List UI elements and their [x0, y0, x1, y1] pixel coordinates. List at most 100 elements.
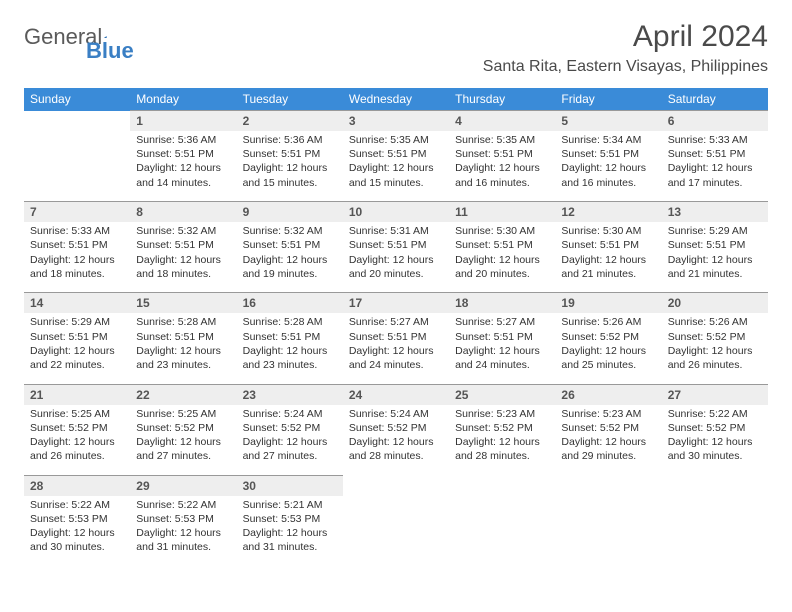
day-details-cell: Sunrise: 5:21 AMSunset: 5:53 PMDaylight:… [237, 496, 343, 563]
day-detail-line: Daylight: 12 hours [30, 253, 124, 267]
day-detail-line: and 18 minutes. [136, 267, 230, 281]
day-number-cell: 26 [555, 384, 661, 405]
day-detail-line: Sunrise: 5:29 AM [668, 224, 762, 238]
day-number-cell: 2 [237, 111, 343, 132]
day-detail-line: Daylight: 12 hours [349, 344, 443, 358]
day-detail-line: Sunset: 5:52 PM [30, 421, 124, 435]
day-detail-line: and 30 minutes. [30, 540, 124, 554]
day-details-cell [555, 496, 661, 563]
day-detail-line: and 14 minutes. [136, 176, 230, 190]
day-detail-line: Daylight: 12 hours [455, 344, 549, 358]
day-number-cell: 16 [237, 293, 343, 314]
day-number-cell: 25 [449, 384, 555, 405]
day-number-cell [555, 475, 661, 496]
day-detail-line: and 18 minutes. [30, 267, 124, 281]
day-details-cell: Sunrise: 5:27 AMSunset: 5:51 PMDaylight:… [343, 313, 449, 380]
day-detail-line: Daylight: 12 hours [668, 435, 762, 449]
day-number-cell [662, 475, 768, 496]
day-details-cell: Sunrise: 5:35 AMSunset: 5:51 PMDaylight:… [449, 131, 555, 198]
day-detail-line: Sunrise: 5:22 AM [30, 498, 124, 512]
day-detail-line: and 16 minutes. [455, 176, 549, 190]
day-details-cell: Sunrise: 5:29 AMSunset: 5:51 PMDaylight:… [662, 222, 768, 289]
day-detail-line: Sunset: 5:51 PM [243, 330, 337, 344]
day-number-row: 78910111213 [24, 202, 768, 223]
day-detail-line: Sunrise: 5:22 AM [136, 498, 230, 512]
calendar-table: Sunday Monday Tuesday Wednesday Thursday… [24, 88, 768, 562]
day-detail-line: Daylight: 12 hours [136, 253, 230, 267]
day-of-week-row: Sunday Monday Tuesday Wednesday Thursday… [24, 88, 768, 111]
day-details-cell: Sunrise: 5:30 AMSunset: 5:51 PMDaylight:… [555, 222, 661, 289]
day-details-cell: Sunrise: 5:30 AMSunset: 5:51 PMDaylight:… [449, 222, 555, 289]
day-detail-line: and 22 minutes. [30, 358, 124, 372]
day-details-cell: Sunrise: 5:33 AMSunset: 5:51 PMDaylight:… [24, 222, 130, 289]
day-detail-line: and 17 minutes. [668, 176, 762, 190]
day-details-cell: Sunrise: 5:22 AMSunset: 5:52 PMDaylight:… [662, 405, 768, 472]
day-detail-line: and 21 minutes. [668, 267, 762, 281]
day-number-cell: 23 [237, 384, 343, 405]
day-detail-line: Sunrise: 5:35 AM [349, 133, 443, 147]
day-detail-line: Sunset: 5:52 PM [668, 421, 762, 435]
day-details-cell: Sunrise: 5:32 AMSunset: 5:51 PMDaylight:… [130, 222, 236, 289]
day-detail-line: Daylight: 12 hours [455, 161, 549, 175]
day-detail-line: Sunset: 5:51 PM [561, 238, 655, 252]
day-detail-line: Daylight: 12 hours [243, 344, 337, 358]
day-number-cell: 27 [662, 384, 768, 405]
day-number-cell [343, 475, 449, 496]
day-detail-line: Sunset: 5:51 PM [455, 147, 549, 161]
dow-sunday: Sunday [24, 88, 130, 111]
day-details-cell: Sunrise: 5:35 AMSunset: 5:51 PMDaylight:… [343, 131, 449, 198]
day-details-cell: Sunrise: 5:28 AMSunset: 5:51 PMDaylight:… [130, 313, 236, 380]
day-detail-line: and 15 minutes. [243, 176, 337, 190]
day-detail-line: Sunset: 5:53 PM [243, 512, 337, 526]
day-details-cell: Sunrise: 5:22 AMSunset: 5:53 PMDaylight:… [130, 496, 236, 563]
day-details-row: Sunrise: 5:36 AMSunset: 5:51 PMDaylight:… [24, 131, 768, 198]
day-detail-line: and 25 minutes. [561, 358, 655, 372]
day-detail-line: Daylight: 12 hours [455, 253, 549, 267]
day-details-cell: Sunrise: 5:36 AMSunset: 5:51 PMDaylight:… [130, 131, 236, 198]
day-details-cell [662, 496, 768, 563]
day-number-cell: 8 [130, 202, 236, 223]
day-detail-line: Daylight: 12 hours [30, 526, 124, 540]
day-detail-line: Daylight: 12 hours [668, 253, 762, 267]
day-detail-line: Daylight: 12 hours [561, 435, 655, 449]
day-detail-line: Sunrise: 5:28 AM [243, 315, 337, 329]
day-detail-line: Daylight: 12 hours [30, 344, 124, 358]
day-details-cell: Sunrise: 5:25 AMSunset: 5:52 PMDaylight:… [24, 405, 130, 472]
day-number-cell: 30 [237, 475, 343, 496]
title-block: April 2024 Santa Rita, Eastern Visayas, … [483, 20, 768, 76]
day-detail-line: Sunset: 5:52 PM [668, 330, 762, 344]
day-detail-line: Sunrise: 5:31 AM [349, 224, 443, 238]
day-details-cell [24, 131, 130, 198]
day-detail-line: Daylight: 12 hours [136, 435, 230, 449]
day-detail-line: Sunset: 5:52 PM [243, 421, 337, 435]
header-row: General Blue April 2024 Santa Rita, East… [24, 20, 768, 76]
dow-wednesday: Wednesday [343, 88, 449, 111]
day-detail-line: Sunrise: 5:30 AM [455, 224, 549, 238]
day-number-cell: 12 [555, 202, 661, 223]
day-number-cell [24, 111, 130, 132]
day-detail-line: Daylight: 12 hours [243, 526, 337, 540]
day-detail-line: Sunrise: 5:32 AM [136, 224, 230, 238]
day-details-cell: Sunrise: 5:26 AMSunset: 5:52 PMDaylight:… [662, 313, 768, 380]
day-detail-line: Daylight: 12 hours [243, 435, 337, 449]
day-detail-line: Sunrise: 5:26 AM [668, 315, 762, 329]
day-detail-line: Sunset: 5:53 PM [30, 512, 124, 526]
day-details-cell: Sunrise: 5:34 AMSunset: 5:51 PMDaylight:… [555, 131, 661, 198]
day-details-row: Sunrise: 5:22 AMSunset: 5:53 PMDaylight:… [24, 496, 768, 563]
day-number-cell: 11 [449, 202, 555, 223]
day-detail-line: Sunset: 5:51 PM [455, 330, 549, 344]
day-number-cell: 6 [662, 111, 768, 132]
day-number-row: 123456 [24, 111, 768, 132]
day-detail-line: Sunset: 5:52 PM [349, 421, 443, 435]
day-detail-line: Sunset: 5:51 PM [243, 238, 337, 252]
day-detail-line: Daylight: 12 hours [136, 161, 230, 175]
day-number-row: 14151617181920 [24, 293, 768, 314]
location-text: Santa Rita, Eastern Visayas, Philippines [483, 58, 768, 76]
day-detail-line: Sunset: 5:51 PM [30, 238, 124, 252]
day-details-cell: Sunrise: 5:22 AMSunset: 5:53 PMDaylight:… [24, 496, 130, 563]
day-detail-line: Daylight: 12 hours [455, 435, 549, 449]
day-detail-line: Daylight: 12 hours [136, 344, 230, 358]
day-details-cell: Sunrise: 5:27 AMSunset: 5:51 PMDaylight:… [449, 313, 555, 380]
day-detail-line: and 29 minutes. [561, 449, 655, 463]
day-detail-line: and 15 minutes. [349, 176, 443, 190]
